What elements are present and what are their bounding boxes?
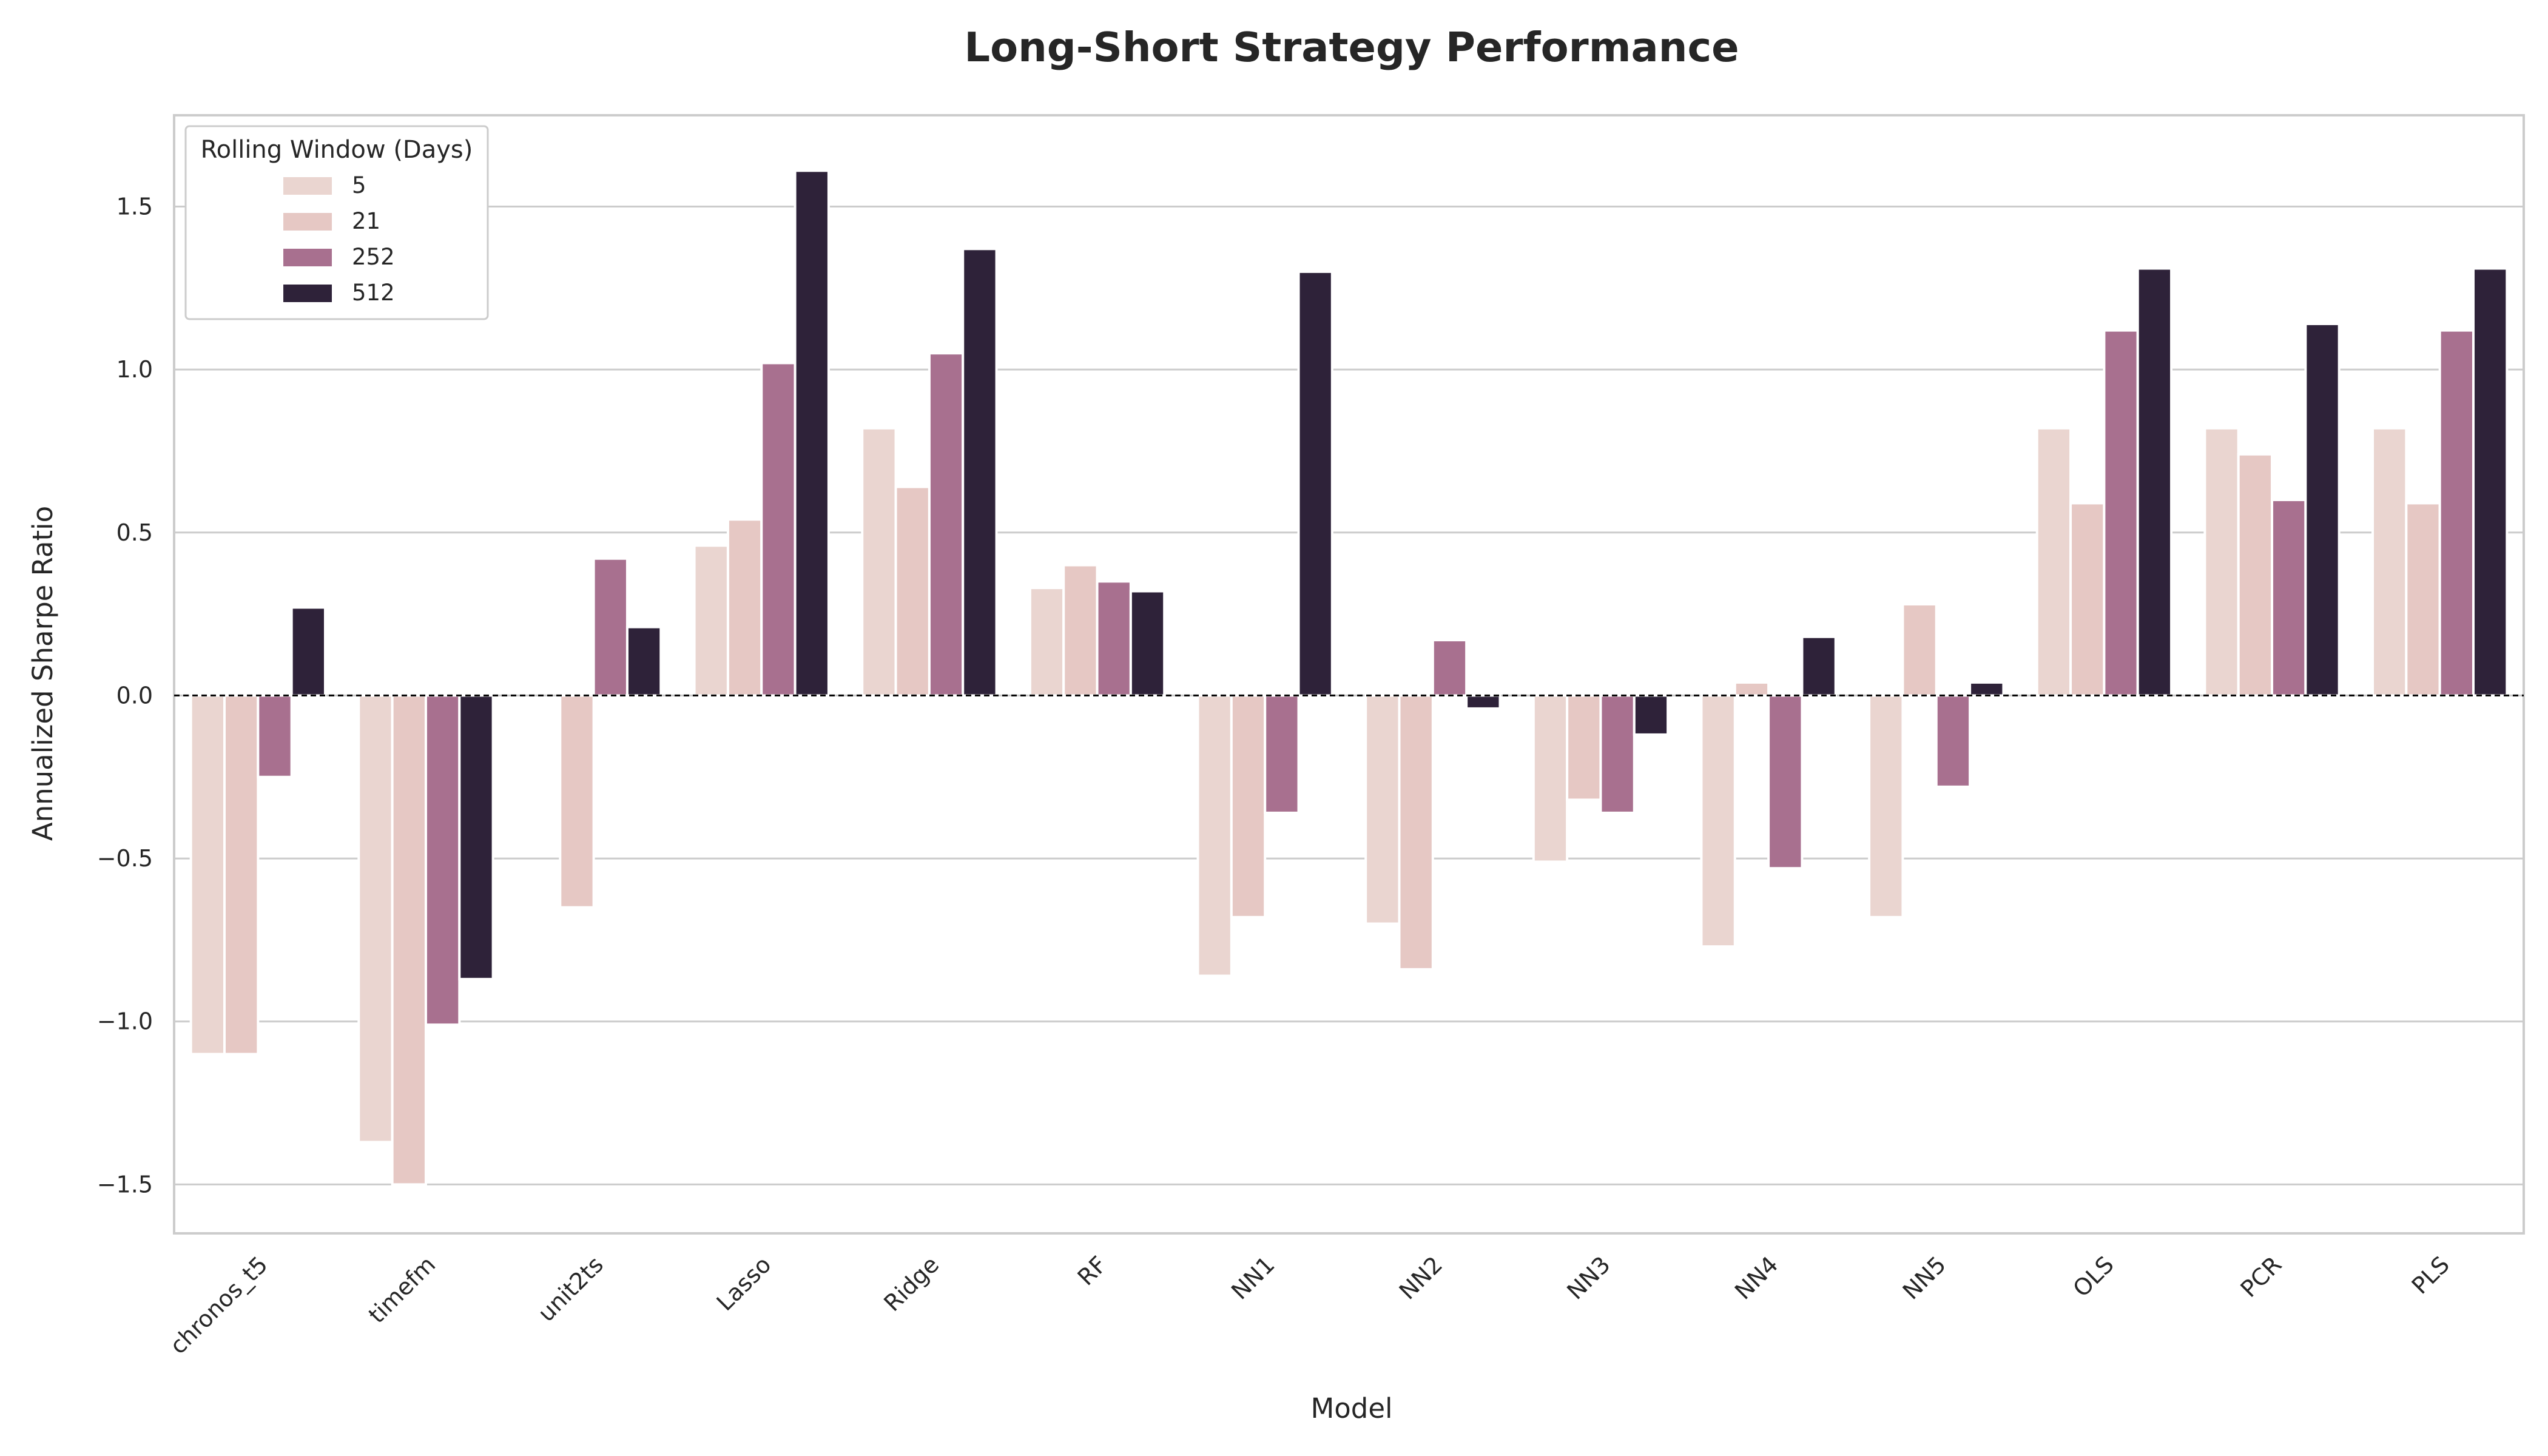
- y-tick-label: 0.5: [116, 519, 153, 546]
- bar-NN3-5: [1532, 694, 1569, 863]
- bar-NN4-21: [1733, 681, 1770, 697]
- bar-timefm-512: [458, 694, 494, 980]
- bar-PCR-512: [2304, 322, 2341, 697]
- x-tick-label: NN2: [1394, 1251, 1448, 1304]
- bar-NN4-5: [1700, 694, 1736, 948]
- legend-label: 252: [352, 244, 395, 270]
- bar-Lasso-512: [794, 169, 830, 697]
- bar-RF-21: [1062, 564, 1099, 697]
- bar-NN3-512: [1633, 694, 1670, 736]
- x-tick-label: RF: [1073, 1251, 1112, 1290]
- bar-PCR-252: [2271, 499, 2307, 697]
- x-tick-label: NN1: [1226, 1251, 1279, 1304]
- bar-PCR-5: [2203, 426, 2240, 697]
- bar-chronos_t5-21: [223, 694, 260, 1056]
- legend-swatch-252: [283, 249, 332, 266]
- x-tick-label: PLS: [2407, 1251, 2455, 1299]
- bar-unit2ts-252: [592, 557, 629, 697]
- legend-label: 5: [352, 172, 366, 198]
- bar-PCR-21: [2237, 453, 2274, 697]
- x-tick-label: chronos_t5: [164, 1251, 272, 1359]
- x-tick-label: Ridge: [878, 1251, 944, 1316]
- bars: [189, 169, 2509, 1186]
- bar-chronos_t5-5: [189, 694, 226, 1056]
- y-tick-label: 1.5: [116, 193, 153, 220]
- bar-PLS-21: [2405, 502, 2441, 697]
- bar-chronos_t5-252: [257, 694, 293, 778]
- bar-timefm-5: [357, 694, 394, 1144]
- legend: Rolling Window (Days) 5 21 252 512: [184, 125, 489, 320]
- x-tick-label: NN4: [1730, 1251, 1783, 1304]
- x-tick-label: OLS: [2068, 1251, 2118, 1302]
- x-tick-label: unit2ts: [533, 1251, 608, 1327]
- bar-Ridge-21: [894, 485, 931, 697]
- y-tick-label: −0.5: [97, 845, 153, 872]
- x-tick-label: Lasso: [712, 1251, 777, 1316]
- bar-Ridge-512: [962, 248, 998, 697]
- bar-NN5-5: [1868, 694, 1904, 918]
- bar-NN4-252: [1767, 694, 1804, 870]
- bar-Ridge-252: [928, 352, 965, 697]
- bar-NN1-5: [1196, 694, 1233, 977]
- bar-NN5-512: [1969, 681, 2005, 697]
- bar-Lasso-21: [726, 518, 763, 697]
- x-tick-label: timefm: [363, 1251, 440, 1328]
- bar-PLS-512: [2472, 267, 2509, 697]
- bar-NN2-21: [1398, 694, 1434, 971]
- bar-NN2-5: [1364, 694, 1401, 925]
- x-axis-ticks: chronos_t5 timefm unit2ts Lasso Ridge RF NN1 NN…: [164, 1251, 2455, 1359]
- bar-NN5-252: [1935, 694, 1972, 788]
- y-tick-label: 1.0: [116, 356, 153, 383]
- bar-Ridge-5: [861, 426, 897, 697]
- x-axis-label: Model: [1310, 1392, 1392, 1424]
- bar-Lasso-5: [693, 544, 729, 697]
- bar-NN2-512: [1465, 694, 1502, 710]
- bar-unit2ts-512: [625, 625, 662, 697]
- legend-label: 512: [352, 280, 395, 306]
- bar-RF-5: [1028, 587, 1065, 697]
- x-tick-label: PCR: [2236, 1251, 2287, 1303]
- bar-OLS-512: [2136, 267, 2173, 697]
- legend-label: 21: [352, 208, 380, 234]
- bar-NN4-512: [1801, 635, 1837, 697]
- bar-timefm-252: [424, 694, 461, 1026]
- bar-NN1-21: [1230, 694, 1267, 918]
- x-tick-label: NN5: [1898, 1251, 1951, 1304]
- y-axis-label: Annualized Sharpe Ratio: [27, 506, 59, 841]
- bar-Lasso-252: [760, 362, 797, 697]
- y-tick-label: −1.0: [97, 1008, 153, 1035]
- legend-box: [184, 125, 489, 320]
- bar-NN1-512: [1297, 270, 1333, 697]
- bar-NN2-252: [1431, 639, 1468, 697]
- chart-title: Long-Short Strategy Performance: [964, 24, 1739, 71]
- bar-timefm-21: [391, 694, 427, 1186]
- legend-swatch-21: [283, 213, 332, 231]
- bar-NN5-21: [1901, 602, 1938, 697]
- y-tick-label: −1.5: [97, 1171, 153, 1198]
- bar-chronos_t5-512: [290, 606, 326, 697]
- bar-NN1-252: [1264, 694, 1300, 814]
- bar-NN3-21: [1566, 694, 1602, 801]
- bar-OLS-5: [2035, 426, 2072, 697]
- bar-PLS-5: [2371, 426, 2408, 697]
- bar-OLS-252: [2103, 329, 2139, 697]
- legend-swatch-5: [283, 177, 332, 195]
- bar-RF-252: [1096, 580, 1132, 697]
- bar-OLS-21: [2069, 502, 2106, 697]
- y-tick-label: 0.0: [116, 682, 153, 709]
- bar-unit2ts-21: [559, 694, 595, 909]
- bar-PLS-252: [2438, 329, 2475, 697]
- y-axis-ticks: −1.5 −1.0 −0.5 0.0 0.5 1.0 1.5: [97, 193, 153, 1198]
- bar-NN3-252: [1599, 694, 1636, 814]
- legend-swatch-512: [283, 285, 332, 302]
- legend-title: Rolling Window (Days): [201, 136, 473, 164]
- bar-RF-512: [1129, 590, 1166, 697]
- x-tick-label: NN3: [1562, 1251, 1615, 1304]
